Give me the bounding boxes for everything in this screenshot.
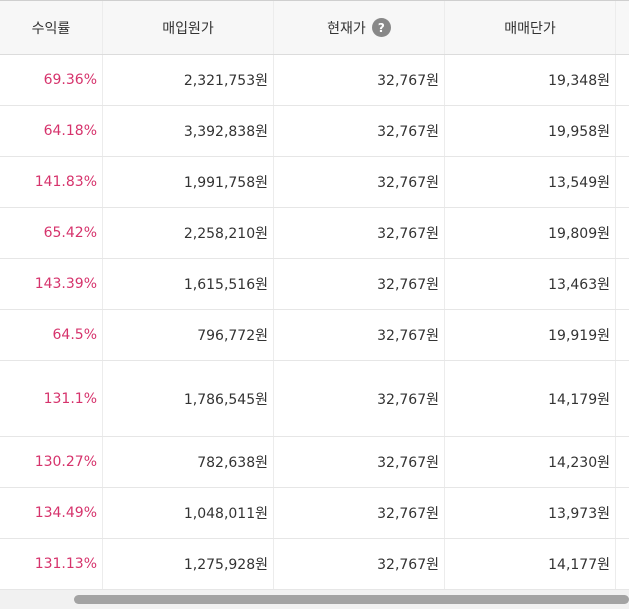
unit-price-cell: 14,230원: [445, 437, 616, 487]
header-overflow: [616, 1, 629, 54]
overflow-cell: [616, 157, 629, 207]
current-price-cell: 32,767원: [274, 157, 445, 207]
header-unit-label: 매매단가: [504, 20, 556, 37]
table-row[interactable]: 64.5% 796,772원 32,767원 19,919원: [0, 310, 629, 361]
unit-price-cell: 14,179원: [445, 361, 616, 436]
holdings-table: 수익률 매입원가 현재가 ? 매매단가 69.36% 2,321,753원 32,7…: [0, 0, 629, 590]
header-rate[interactable]: 수익률: [0, 1, 103, 54]
current-price-cell: 32,767원: [274, 310, 445, 360]
header-cost-label: 매입원가: [162, 20, 214, 37]
header-rate-label: 수익률: [31, 20, 71, 37]
rate-cell: 65.42%: [0, 208, 103, 258]
cost-cell: 2,321,753원: [103, 55, 274, 105]
unit-price-cell: 19,348원: [445, 55, 616, 105]
table-header: 수익률 매입원가 현재가 ? 매매단가: [0, 0, 629, 55]
unit-price-cell: 14,177원: [445, 539, 616, 589]
cost-cell: 796,772원: [103, 310, 274, 360]
overflow-cell: [616, 259, 629, 309]
cost-cell: 782,638원: [103, 437, 274, 487]
cost-cell: 1,275,928원: [103, 539, 274, 589]
header-current[interactable]: 현재가 ?: [274, 1, 445, 54]
unit-price-cell: 19,809원: [445, 208, 616, 258]
unit-price-cell: 19,919원: [445, 310, 616, 360]
overflow-cell: [616, 488, 629, 538]
table-row[interactable]: 134.49% 1,048,011원 32,767원 13,973원: [0, 488, 629, 539]
table-row[interactable]: 143.39% 1,615,516원 32,767원 13,463원: [0, 259, 629, 310]
cost-cell: 1,786,545원: [103, 361, 274, 436]
unit-price-cell: 13,973원: [445, 488, 616, 538]
rate-cell: 141.83%: [0, 157, 103, 207]
overflow-cell: [616, 539, 629, 589]
header-current-label: 현재가: [327, 20, 366, 37]
unit-price-cell: 13,463원: [445, 259, 616, 309]
cost-cell: 3,392,838원: [103, 106, 274, 156]
rate-cell: 64.18%: [0, 106, 103, 156]
current-price-cell: 32,767원: [274, 259, 445, 309]
overflow-cell: [616, 361, 629, 436]
header-unit[interactable]: 매매단가: [445, 1, 616, 54]
current-price-cell: 32,767원: [274, 106, 445, 156]
unit-price-cell: 13,549원: [445, 157, 616, 207]
rate-cell: 64.5%: [0, 310, 103, 360]
unit-price-cell: 19,958원: [445, 106, 616, 156]
current-price-cell: 32,767원: [274, 55, 445, 105]
scrollbar-thumb[interactable]: [74, 595, 629, 604]
cost-cell: 2,258,210원: [103, 208, 274, 258]
cost-cell: 1,048,011원: [103, 488, 274, 538]
table-row[interactable]: 64.18% 3,392,838원 32,767원 19,958원: [0, 106, 629, 157]
overflow-cell: [616, 437, 629, 487]
cost-cell: 1,615,516원: [103, 259, 274, 309]
rate-cell: 131.13%: [0, 539, 103, 589]
overflow-cell: [616, 208, 629, 258]
rate-cell: 69.36%: [0, 55, 103, 105]
overflow-cell: [616, 55, 629, 105]
overflow-cell: [616, 106, 629, 156]
rate-cell: 134.49%: [0, 488, 103, 538]
current-price-cell: 32,767원: [274, 361, 445, 436]
table-row[interactable]: 65.42% 2,258,210원 32,767원 19,809원: [0, 208, 629, 259]
rate-cell: 130.27%: [0, 437, 103, 487]
table-row[interactable]: 130.27% 782,638원 32,767원 14,230원: [0, 437, 629, 488]
current-price-cell: 32,767원: [274, 208, 445, 258]
table-row[interactable]: 131.1% 1,786,545원 32,767원 14,179원: [0, 361, 629, 437]
cost-cell: 1,991,758원: [103, 157, 274, 207]
current-price-cell: 32,767원: [274, 488, 445, 538]
horizontal-scrollbar[interactable]: [0, 590, 629, 609]
table-row[interactable]: 131.13% 1,275,928원 32,767원 14,177원: [0, 539, 629, 590]
current-price-cell: 32,767원: [274, 437, 445, 487]
table-row[interactable]: 141.83% 1,991,758원 32,767원 13,549원: [0, 157, 629, 208]
rate-cell: 143.39%: [0, 259, 103, 309]
table-row[interactable]: 69.36% 2,321,753원 32,767원 19,348원: [0, 55, 629, 106]
header-cost[interactable]: 매입원가: [103, 1, 274, 54]
overflow-cell: [616, 310, 629, 360]
current-price-cell: 32,767원: [274, 539, 445, 589]
help-icon[interactable]: ?: [371, 18, 391, 37]
rate-cell: 131.1%: [0, 361, 103, 436]
